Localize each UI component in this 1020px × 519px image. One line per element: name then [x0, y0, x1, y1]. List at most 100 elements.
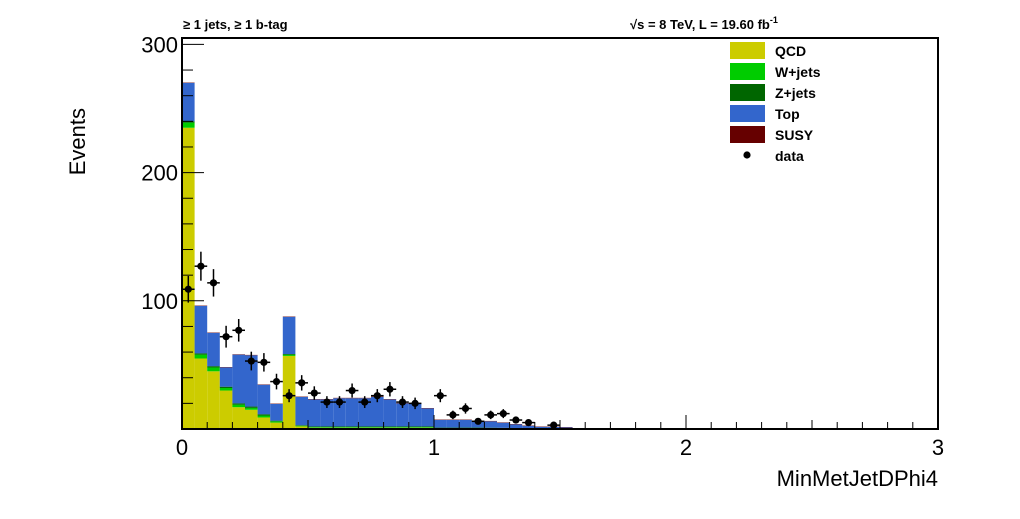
bar-top-12 [333, 398, 346, 427]
legend-label-data: data [775, 148, 804, 164]
bar-z-jets-10 [308, 426, 321, 428]
bar-qcd-4 [232, 407, 245, 429]
bar-top-8 [282, 316, 296, 355]
bar-z-jets-17 [396, 426, 409, 428]
bar-top-25 [497, 422, 510, 428]
data-point-27 [547, 421, 560, 429]
data-point-22 [471, 417, 485, 425]
bar-w-jets-5 [245, 407, 258, 410]
data-point-14 [358, 396, 371, 408]
x-tick-label-1: 1 [428, 435, 440, 460]
bar-z-jets-19 [421, 426, 434, 428]
data-point-11 [320, 396, 334, 408]
y-tick-label-300: 300 [141, 32, 178, 57]
data-marker [335, 398, 344, 406]
data-point-4 [232, 319, 245, 342]
bar-top-22 [459, 419, 472, 428]
data-point-18 [408, 397, 422, 410]
bar-top-11 [320, 399, 334, 427]
data-point-16 [383, 382, 397, 397]
data-marker [298, 379, 306, 387]
bar-qcd-1 [194, 358, 208, 429]
legend-entry-z-jets: Z+jets [730, 84, 816, 101]
bar-w-jets-16 [383, 427, 397, 428]
bar-top-27 [522, 425, 535, 429]
legend-label-z-jets: Z+jets [775, 85, 816, 101]
data-marker [222, 333, 230, 341]
data-marker [524, 418, 533, 427]
bar-qcd-7 [270, 422, 283, 429]
bar-top-28 [534, 426, 548, 429]
legend-swatch-susy [730, 126, 765, 143]
bar-w-jets-14 [358, 427, 371, 428]
bar-qcd-5 [245, 409, 258, 429]
bar-top-19 [421, 408, 434, 427]
bar-w-jets-8 [282, 354, 296, 356]
data-marker [411, 399, 419, 407]
legend-entry-susy: SUSY [730, 126, 814, 143]
bar-top-10 [308, 399, 321, 427]
data-point-8 [282, 389, 296, 403]
legend-swatch-qcd [730, 42, 765, 59]
data-marker [461, 404, 470, 413]
bar-w-jets-6 [257, 415, 271, 418]
stacked-histogram [182, 82, 938, 430]
legend-marker-data [743, 151, 751, 159]
legend-entry-w-jets: W+jets [730, 63, 821, 80]
bar-w-jets-2 [207, 367, 220, 372]
data-marker [373, 392, 381, 400]
data-point-1 [194, 251, 208, 281]
bar-top-5 [245, 355, 258, 407]
data-point-6 [257, 353, 271, 372]
bar-top-21 [446, 419, 460, 428]
bar-w-jets-15 [371, 427, 384, 428]
bar-top-26 [509, 424, 523, 429]
bar-z-jets-11 [320, 426, 334, 428]
data-point-0 [182, 275, 195, 303]
bar-qcd-2 [207, 371, 220, 429]
bar-w-jets-17 [396, 427, 409, 428]
data-marker [272, 377, 281, 386]
data-marker [247, 357, 255, 365]
data-marker [235, 326, 243, 334]
legend-label-susy: SUSY [775, 127, 814, 143]
data-marker [474, 417, 482, 425]
x-tick-label-2: 2 [680, 435, 692, 460]
bar-z-jets-12 [333, 426, 346, 428]
bar-z-jets-5 [245, 406, 258, 408]
legend-label-w-jets: W+jets [775, 64, 821, 80]
data-point-12 [333, 396, 346, 408]
data-marker [487, 411, 495, 419]
data-point-10 [308, 386, 321, 400]
data-point-24 [497, 409, 510, 419]
bar-qcd-9 [295, 426, 308, 429]
data-marker [512, 416, 520, 424]
bar-top-4 [232, 354, 245, 404]
legend-swatch-top [730, 105, 765, 122]
data-point-2 [207, 269, 220, 297]
data-marker [348, 386, 356, 395]
bar-top-2 [207, 332, 220, 367]
data-point-13 [345, 383, 359, 398]
data-marker [260, 358, 268, 366]
x-tick-label-3: 3 [932, 435, 944, 460]
data-point-21 [459, 403, 472, 414]
data-marker [499, 410, 507, 418]
bar-top-0 [182, 82, 195, 122]
data-point-3 [219, 325, 233, 348]
x-tick-label-0: 0 [176, 435, 188, 460]
bar-qcd-6 [257, 417, 271, 429]
header-selection-label: ≥ 1 jets, ≥ 1 b-tag [183, 17, 288, 32]
data-marker [436, 392, 444, 400]
y-tick-label-200: 200 [141, 161, 178, 186]
data-point-15 [371, 389, 384, 403]
data-points [182, 251, 560, 429]
bar-w-jets-19 [421, 427, 434, 428]
data-point-26 [522, 418, 535, 427]
bar-w-jets-1 [194, 354, 208, 359]
data-point-25 [509, 416, 523, 424]
data-point-17 [396, 396, 409, 408]
legend-swatch-z-jets [730, 84, 765, 101]
legend-label-qcd: QCD [775, 43, 806, 59]
